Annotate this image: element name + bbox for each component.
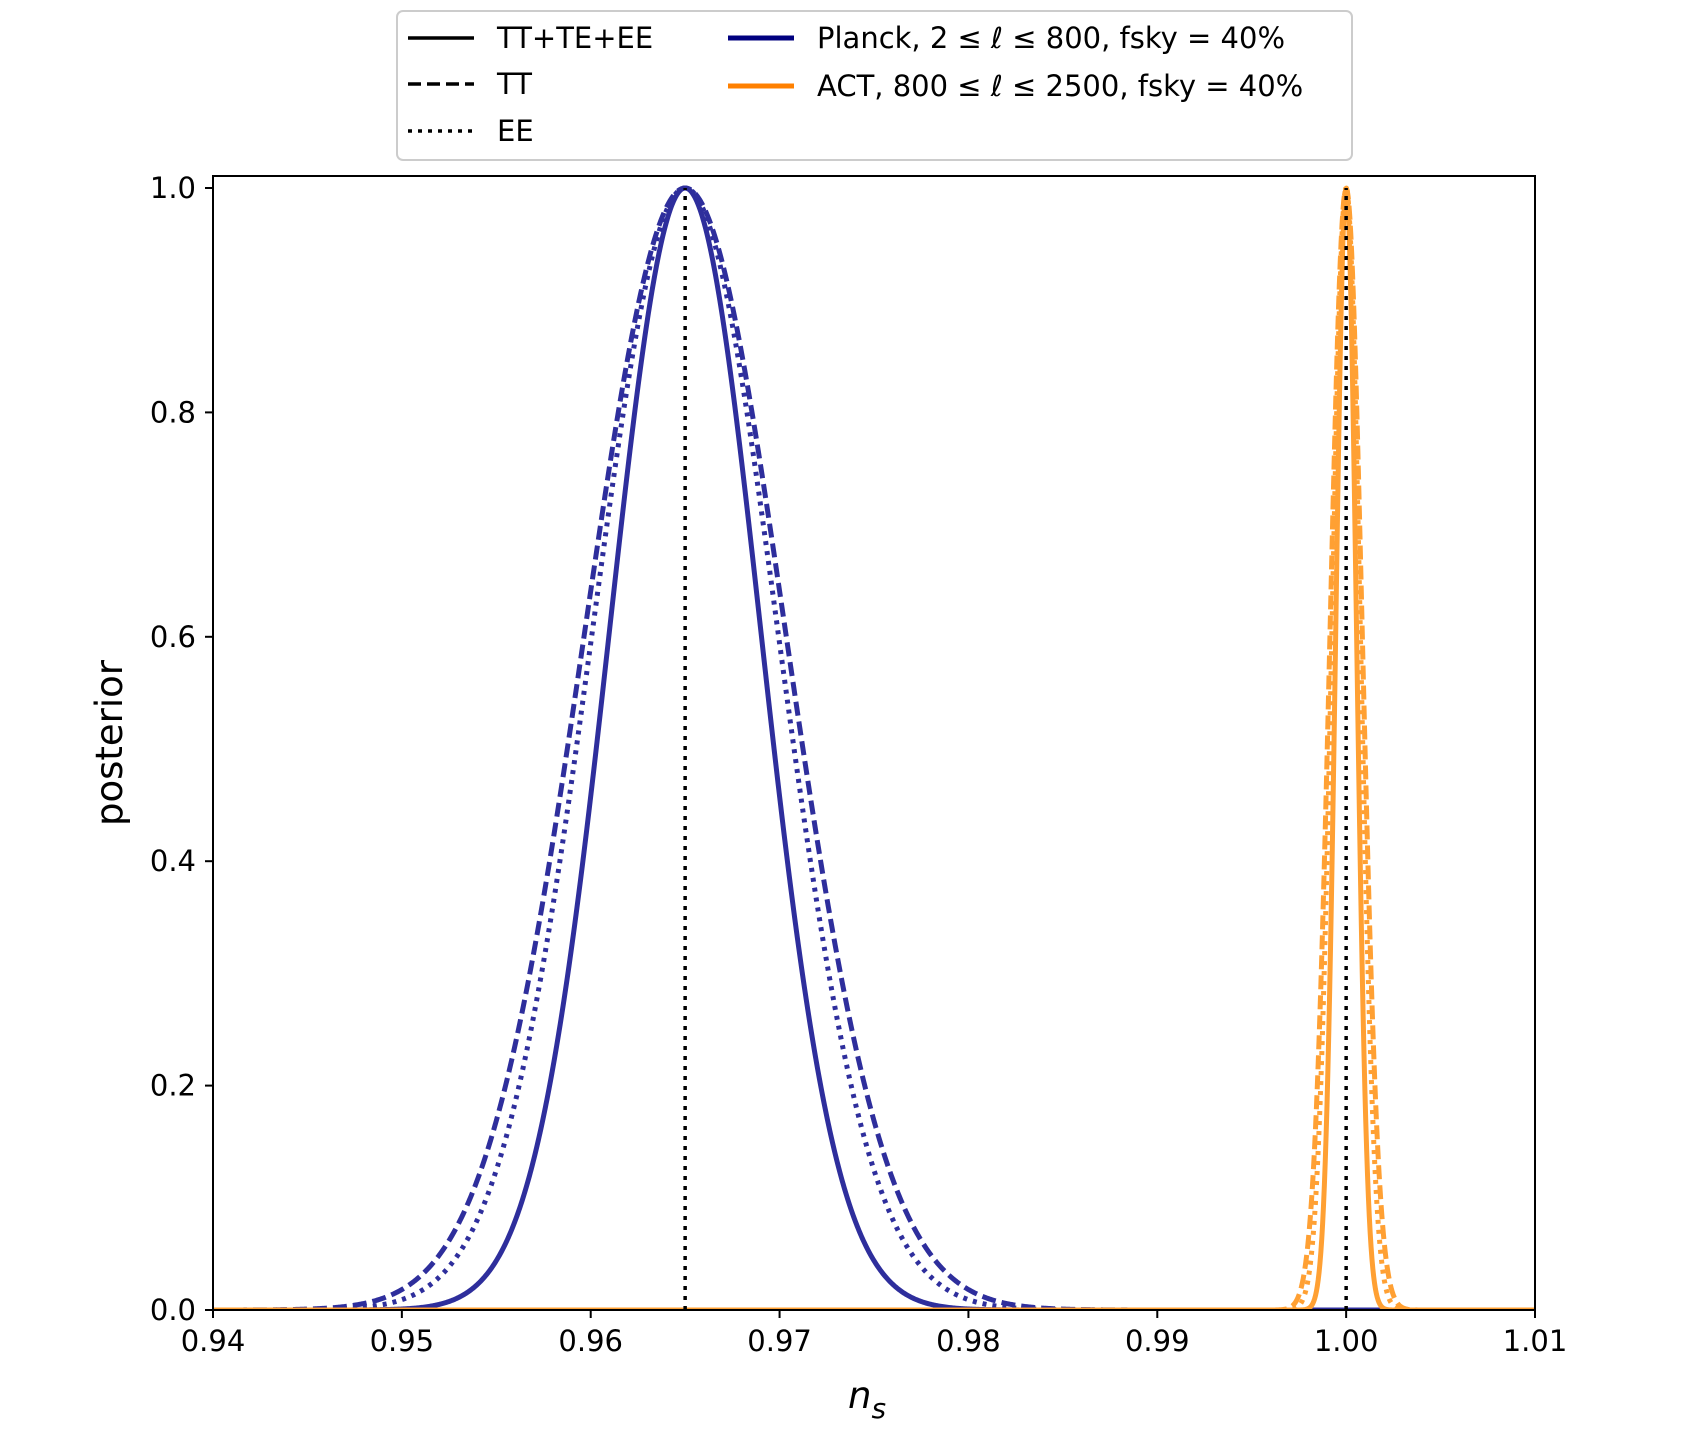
legend-label-tt: TT [496,67,532,101]
curves [213,185,1535,1310]
y-tick-label: 0.8 [150,395,196,429]
x-tick-label: 0.95 [370,1324,435,1358]
legend-label-act: ACT, 800 ≤ ℓ ≤ 2500, fsky = 40% [817,69,1303,103]
curve-planck-solid [213,185,1535,1310]
x-tick-label: 0.96 [558,1324,623,1358]
x-axis-ticks: 0.94 0.95 0.96 0.97 0.98 0.99 1.00 1.01 [181,1310,1568,1358]
x-tick-label: 0.94 [181,1324,246,1358]
y-axis-label: posterior [88,659,131,826]
legend-label-ee: EE [497,114,534,148]
curve-act-solid [213,185,1535,1310]
curve-planck-dashed [213,185,1535,1310]
y-tick-label: 0.6 [150,620,196,654]
y-tick-label: 0.0 [150,1293,196,1327]
fiducial-lines [683,188,1348,1310]
legend-label-ttteee: TT+TE+EE [496,21,653,55]
x-tick-label: 0.97 [747,1324,812,1358]
x-tick-label: 1.00 [1314,1324,1379,1358]
curve-act-dashed [213,185,1535,1310]
x-tick-label: 0.98 [936,1324,1001,1358]
y-tick-label: 0.4 [150,844,196,878]
y-tick-label: 1.0 [150,171,196,205]
plot-frame [212,175,1536,1311]
legend-label-planck: Planck, 2 ≤ ℓ ≤ 800, fsky = 40% [817,21,1285,55]
x-axis-label: ns [848,1374,886,1425]
x-tick-label: 1.01 [1503,1324,1568,1358]
legend: TT+TE+EE TT EE Planck, 2 ≤ ℓ ≤ 800, fsky… [396,10,1353,161]
y-tick-label: 0.2 [150,1069,196,1103]
legend-frame [396,10,1353,161]
y-axis-ticks: 0.0 0.2 0.4 0.6 0.8 1.0 [150,171,213,1327]
x-tick-label: 0.99 [1125,1324,1190,1358]
